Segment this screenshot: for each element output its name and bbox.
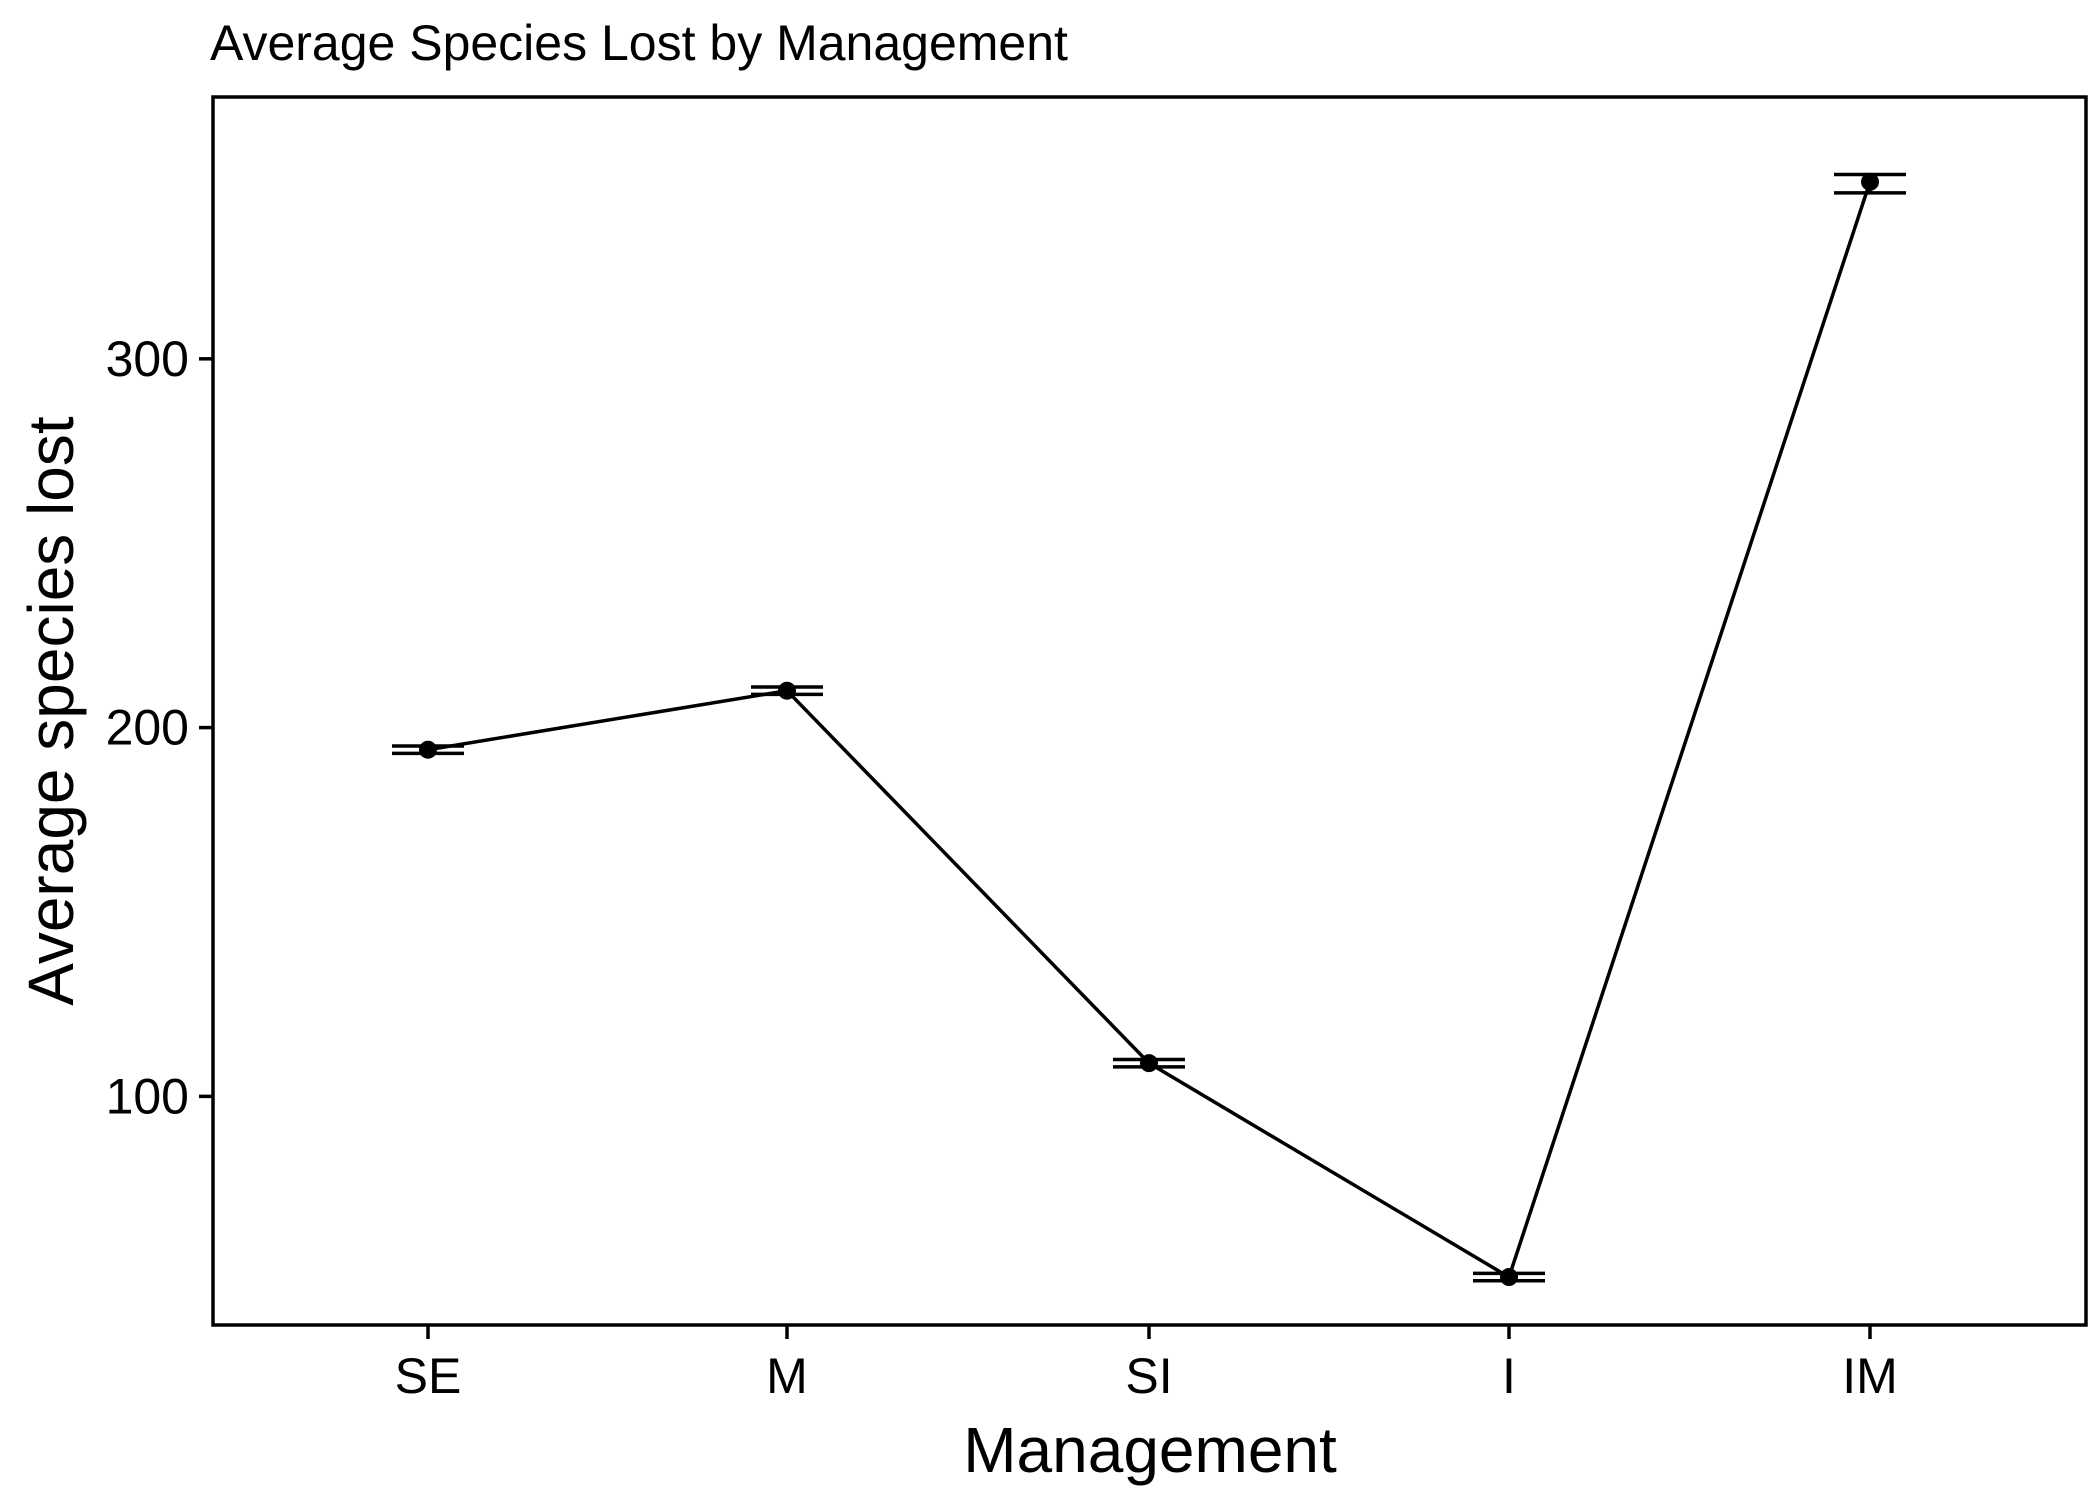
data-point: [419, 740, 437, 759]
y-tick-label: 200: [106, 700, 189, 756]
y-axis: 100 200 300: [106, 331, 213, 1124]
x-tick-label: M: [766, 1348, 808, 1404]
data-point: [1861, 172, 1879, 191]
x-tick-label: SE: [395, 1348, 462, 1404]
series-layer: [392, 172, 1906, 1287]
x-tick-label: IM: [1842, 1348, 1898, 1404]
x-axis-title: Management: [963, 1414, 1337, 1486]
x-axis: SE M SI I IM: [395, 1325, 1898, 1404]
data-point: [1500, 1268, 1518, 1287]
data-point: [1140, 1054, 1158, 1073]
x-tick-label: SI: [1125, 1348, 1172, 1404]
x-tick-label: I: [1502, 1348, 1516, 1404]
plot-panel: [211, 95, 2088, 1327]
y-tick-label: 300: [106, 331, 189, 387]
chart-title: Average Species Lost by Management: [210, 15, 1068, 71]
y-tick-label: 100: [106, 1068, 189, 1124]
y-axis-title: Average species lost: [15, 416, 87, 1006]
data-point: [778, 681, 796, 700]
